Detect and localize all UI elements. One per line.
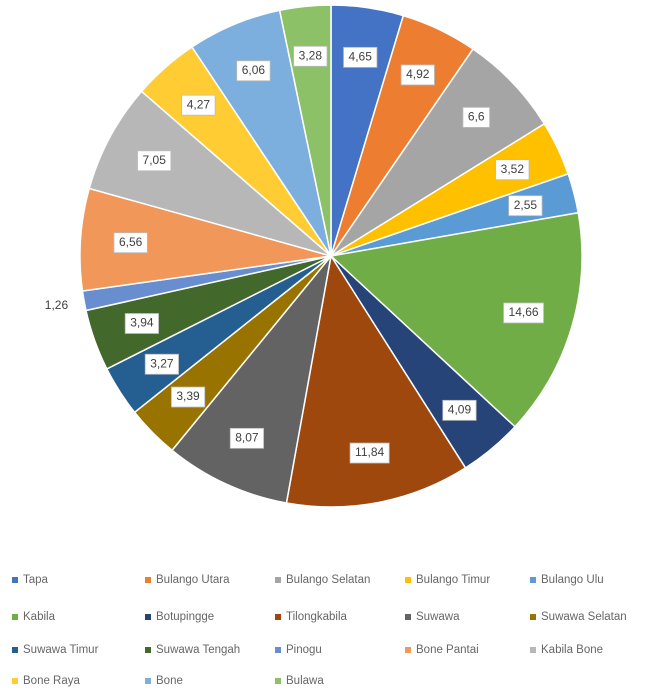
legend-label: Bone — [156, 675, 183, 687]
data-labels: 4,65 4,92 6,6 3,52 2,55 14,66 4,09 11,84 8,07 3,3… — [45, 45, 544, 464]
legend-swatch — [145, 614, 151, 620]
data-label: 6,6 — [468, 110, 485, 124]
pie — [79, 4, 583, 508]
data-label: 3,52 — [501, 162, 525, 176]
legend-swatch — [405, 577, 411, 583]
legend-swatch — [12, 614, 18, 620]
data-label-box — [170, 386, 206, 408]
legend-label: Bulango Selatan — [286, 574, 370, 586]
data-label: 4,27 — [187, 97, 211, 111]
data-label: 4,92 — [406, 67, 430, 81]
legend-swatch — [530, 647, 536, 653]
legend-label: Bulango Ulu — [541, 574, 604, 586]
legend-label: Tapa — [23, 574, 49, 586]
data-label: 3,94 — [130, 316, 154, 330]
slice — [171, 253, 333, 504]
slice — [88, 90, 332, 257]
data-label-box — [349, 442, 390, 464]
legend-swatch — [145, 577, 151, 583]
data-label-box — [113, 232, 148, 254]
data-label: 6,06 — [242, 63, 266, 77]
data-label: 14,66 — [509, 305, 539, 319]
legend-swatch — [12, 647, 18, 653]
legend: Tapa Bulango Utara Bulango Selatan Bulango … — [12, 574, 627, 687]
legend-swatch — [405, 614, 411, 620]
data-label-box — [293, 45, 328, 67]
legend-label: Bulango Timur — [416, 574, 490, 586]
legend-label: Bone Raya — [23, 675, 81, 687]
legend-swatch — [275, 678, 281, 684]
data-label: 11,84 — [355, 445, 384, 459]
data-label-box — [400, 64, 435, 86]
data-label: 6,56 — [119, 235, 143, 249]
legend-swatch — [12, 678, 18, 684]
legend-swatch — [275, 647, 281, 653]
data-label: 3,28 — [299, 48, 323, 62]
data-label-box — [236, 60, 271, 82]
slice — [285, 253, 467, 508]
data-label: 3,27 — [150, 356, 174, 370]
legend-label: Tilongkabila — [286, 611, 348, 623]
data-label: 4,09 — [448, 403, 472, 417]
legend-label: Suwawa — [416, 611, 460, 623]
data-label: 3,39 — [176, 389, 200, 403]
data-label-box — [181, 94, 216, 116]
legend-swatch — [275, 614, 281, 620]
data-label-box — [508, 195, 543, 217]
data-label: 1,26 — [45, 298, 69, 312]
data-label-box — [503, 302, 544, 324]
data-label-box — [442, 399, 477, 421]
legend-swatch — [530, 577, 536, 583]
data-label-box — [144, 353, 179, 375]
data-label: 4,65 — [349, 50, 373, 64]
legend-label: Suwawa Tengah — [156, 644, 240, 656]
legend-label: Kabila Bone — [541, 644, 603, 656]
legend-label: Suwawa Selatan — [541, 611, 627, 623]
data-label: 7,05 — [143, 153, 167, 167]
data-label-box — [495, 159, 530, 181]
data-label: 2,55 — [514, 198, 538, 212]
legend-label: Kabila — [23, 611, 56, 623]
legend-label: Botupingge — [156, 611, 214, 623]
data-label-box — [343, 46, 378, 68]
legend-label: Bone Pantai — [416, 644, 479, 656]
legend-swatch — [405, 647, 411, 653]
legend-swatch — [530, 614, 536, 620]
legend-label: Bulango Utara — [156, 574, 230, 586]
legend-swatch — [275, 577, 281, 583]
legend-swatch — [145, 678, 151, 684]
legend-swatch — [145, 647, 151, 653]
legend-label: Bulawa — [286, 675, 324, 687]
data-label: 8,07 — [235, 431, 259, 445]
slice — [278, 4, 332, 257]
data-label-box — [137, 150, 172, 172]
data-label-box — [229, 427, 264, 449]
slice — [329, 211, 583, 428]
legend-swatch — [12, 577, 18, 583]
data-label-box — [124, 313, 159, 334]
data-label-box — [462, 106, 491, 128]
legend-label: Pinogu — [286, 644, 322, 656]
legend-label: Suwawa Timur — [23, 644, 99, 656]
